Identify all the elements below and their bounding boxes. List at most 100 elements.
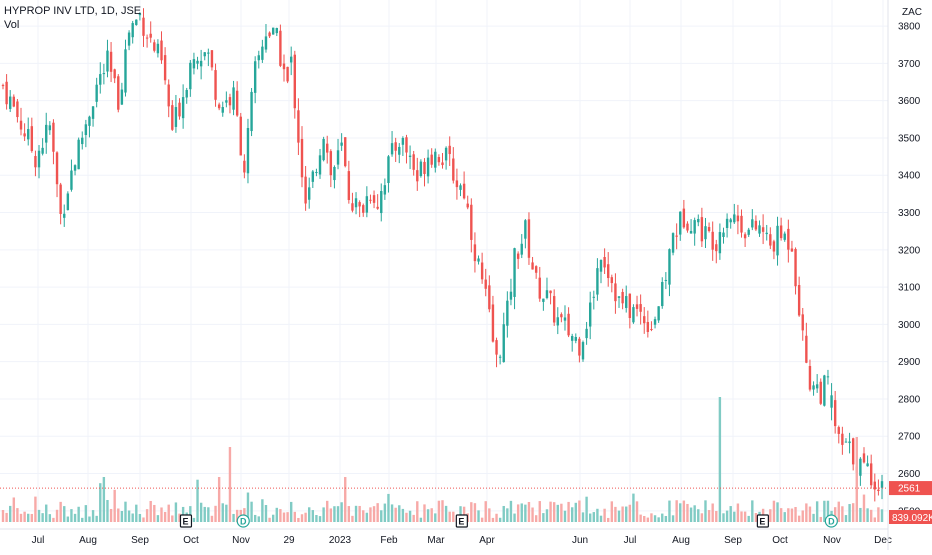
candle-body <box>880 481 884 488</box>
volume-bar <box>163 511 167 522</box>
volume-bar <box>5 512 8 522</box>
volume-bar <box>545 509 549 522</box>
volume-bar <box>679 503 682 522</box>
candle-body <box>387 156 390 184</box>
volume-bar <box>135 504 138 522</box>
volume-bar <box>484 501 487 522</box>
candle-body <box>59 184 62 214</box>
candle-body <box>279 30 282 66</box>
candle-body <box>289 56 293 63</box>
volume-bar <box>45 504 48 522</box>
candle-body <box>383 185 387 195</box>
volume-bar <box>174 502 178 522</box>
volume-bar <box>221 503 224 522</box>
y-tick-label: 3600 <box>898 96 921 107</box>
dividend-marker[interactable] <box>824 514 838 528</box>
candle-body <box>55 152 59 185</box>
volume-bar <box>232 513 235 522</box>
candle-body <box>315 171 318 174</box>
volume-bar <box>855 437 858 522</box>
volume-bar <box>689 507 693 522</box>
candle-body <box>199 60 203 67</box>
candle-body <box>639 304 642 312</box>
volume-bar <box>632 493 635 522</box>
earnings-marker[interactable] <box>455 514 468 528</box>
candle-body <box>592 296 596 298</box>
volume-bar <box>279 509 282 522</box>
volume-bar <box>628 504 632 522</box>
volume-bar <box>740 511 743 522</box>
x-tick-label: Aug <box>672 535 690 546</box>
volume-bar <box>693 505 696 522</box>
candle-body <box>250 91 253 132</box>
candle-body <box>369 199 372 201</box>
volume-bar <box>196 479 199 522</box>
candle-body <box>769 234 772 246</box>
candle-body <box>235 90 239 116</box>
candle-body <box>671 233 675 253</box>
candle-body <box>610 277 614 284</box>
volume-bar <box>808 506 812 522</box>
candle-body <box>91 106 95 119</box>
candle-body <box>581 342 585 360</box>
volume-bar <box>253 514 257 522</box>
volume-bar <box>210 515 214 522</box>
volume-bar <box>48 514 52 522</box>
candle-body <box>196 60 199 64</box>
volume-bar <box>203 506 206 522</box>
volume-bar <box>520 503 523 522</box>
candle-body <box>801 314 804 331</box>
volume-value: 839.092K <box>892 513 932 524</box>
volume-bar <box>27 513 30 522</box>
volume-bar <box>491 517 495 522</box>
candle-body <box>729 219 732 223</box>
volume-bar <box>614 506 617 522</box>
candle-body <box>862 453 866 463</box>
volume-bar <box>55 509 59 522</box>
candle-body <box>344 137 347 167</box>
earnings-marker[interactable] <box>179 514 193 528</box>
candle-body <box>225 100 228 103</box>
earnings-marker[interactable] <box>756 514 769 528</box>
volume-bar <box>214 505 217 522</box>
volume-bar <box>743 511 747 522</box>
dividend-marker[interactable] <box>236 514 250 528</box>
y-tick-label: 3000 <box>898 320 921 331</box>
candle-body <box>153 42 156 51</box>
candle-body <box>124 49 127 93</box>
volume-bar <box>585 496 588 522</box>
volume-bar <box>596 508 599 522</box>
candle-body <box>163 55 167 81</box>
candle-body <box>412 154 415 170</box>
volume-bar <box>156 515 160 522</box>
candle-body <box>653 319 657 325</box>
candle-body <box>563 317 567 321</box>
volume-bar <box>866 508 869 522</box>
candle-body <box>257 55 260 61</box>
candle-body <box>823 375 826 406</box>
candle-body <box>1 85 5 87</box>
volume-bar <box>862 494 866 522</box>
candle-body <box>189 62 192 90</box>
volume-bar <box>434 513 437 522</box>
volume-bar <box>851 503 855 522</box>
candle-body <box>318 155 322 175</box>
candle-body <box>214 70 217 100</box>
candle-body <box>664 279 668 281</box>
candle-body <box>837 427 840 434</box>
volume-bar <box>160 507 163 522</box>
volume-bar <box>754 513 758 522</box>
volume-bar <box>109 508 113 522</box>
volume-bar <box>444 505 448 522</box>
volume-bar <box>250 501 253 522</box>
volume-bar <box>599 515 603 522</box>
volume-bar <box>682 500 686 522</box>
candle-body <box>869 463 873 486</box>
candle-body <box>326 143 329 153</box>
symbol-title: HYPROP INV LTD, 1D, JSE <box>4 5 142 17</box>
volume-bar <box>354 505 358 522</box>
candle-body <box>754 220 758 230</box>
candle-body <box>286 66 289 82</box>
